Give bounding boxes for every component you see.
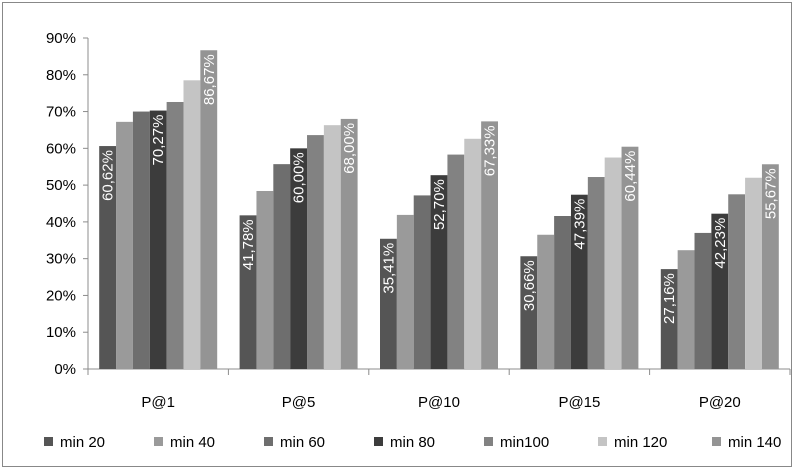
x-tick-label: P@10 [418,394,460,411]
x-tick-label: P@15 [558,394,600,411]
bar [167,102,184,369]
data-label: 70,27% [150,115,167,166]
data-label: 35,41% [380,243,397,294]
bar [324,125,341,369]
bar [537,235,554,369]
y-tick-label: 90% [46,30,76,47]
bar [605,158,622,369]
bar [745,178,762,369]
data-label: 55,67% [762,168,779,219]
y-tick-label: 80% [46,67,76,84]
bar [588,177,605,369]
data-label: 60,62% [100,150,117,201]
legend: min 20 min 40 min 60 min 80 min100 min 120 min… [44,434,781,451]
y-tick-label: 40% [46,214,76,231]
bar [728,194,745,369]
y-tick-label: 0% [54,361,76,378]
bar [273,164,290,369]
y-tick-label: 50% [46,177,76,194]
legend-label: min 80 [390,434,435,451]
legend-swatch [44,437,53,446]
y-tick-label: 60% [46,140,76,157]
x-tick-label: P@20 [699,394,741,411]
legend-label: min 20 [60,434,105,451]
y-tick-label: 10% [46,324,76,341]
data-label: 27,16% [661,273,678,324]
legend-swatch [598,437,607,446]
bar [256,191,273,369]
bar [464,139,481,369]
data-label: 60,00% [291,152,308,203]
y-tick-label: 30% [46,251,76,268]
data-label: 42,23% [712,218,729,269]
legend-swatch [712,437,721,446]
legend-swatch [374,437,383,446]
x-tick-label: P@1 [141,394,175,411]
data-label: 47,39% [571,199,588,250]
legend-label: min 120 [614,434,667,451]
legend-swatch [484,437,493,446]
bar [414,195,431,369]
data-label: 30,66% [521,260,538,311]
data-label: 68,00% [341,123,358,174]
data-label: 67,33% [482,125,499,176]
bar [133,112,150,369]
bar [695,233,712,369]
data-label: 86,67% [201,54,218,105]
legend-label: min 40 [170,434,215,451]
legend-swatch [154,437,163,446]
bar [678,250,695,369]
bar [397,215,414,369]
legend-swatch [264,437,273,446]
data-label: 52,70% [431,179,448,230]
x-tick-label: P@5 [282,394,316,411]
legend-label: min 140 [728,434,781,451]
bar [307,135,324,369]
bar [116,122,133,369]
legend-label: min100 [500,434,549,451]
bar [447,155,464,369]
bar [183,80,200,369]
y-tick-label: 20% [46,287,76,304]
data-label: 41,78% [240,219,257,270]
legend-label: min 60 [280,434,325,451]
y-tick-label: 70% [46,104,76,121]
bar [554,216,571,369]
data-label: 60,44% [622,151,639,202]
